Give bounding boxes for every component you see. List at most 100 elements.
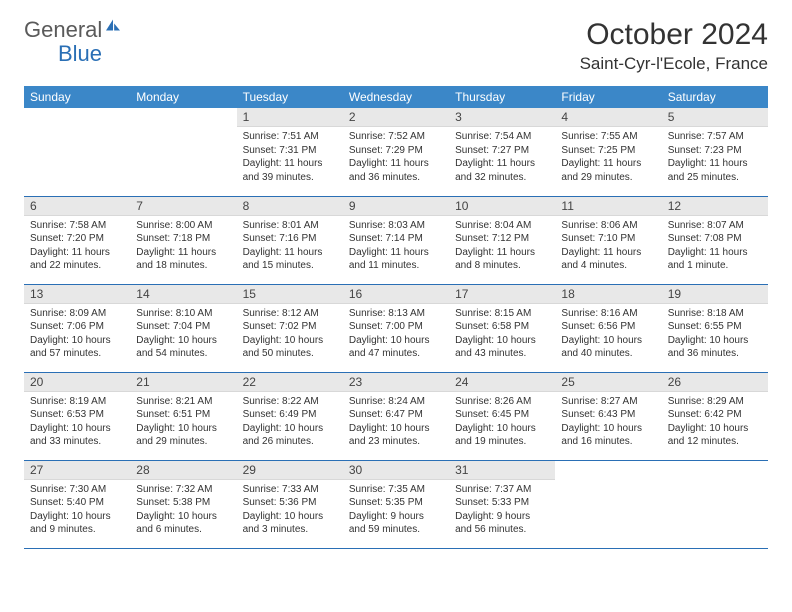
day-details: Sunrise: 7:52 AMSunset: 7:29 PMDaylight:… [343,127,449,187]
day-number: 26 [662,373,768,392]
day-details: Sunrise: 8:16 AMSunset: 6:56 PMDaylight:… [555,304,661,364]
calendar-cell: 31Sunrise: 7:37 AMSunset: 5:33 PMDayligh… [449,460,555,548]
day-number: 7 [130,197,236,216]
day-details: Sunrise: 7:33 AMSunset: 5:36 PMDaylight:… [237,480,343,540]
day-details: Sunrise: 8:18 AMSunset: 6:55 PMDaylight:… [662,304,768,364]
day-number: 9 [343,197,449,216]
calendar-cell: 4Sunrise: 7:55 AMSunset: 7:25 PMDaylight… [555,108,661,196]
calendar-row: 20Sunrise: 8:19 AMSunset: 6:53 PMDayligh… [24,372,768,460]
day-details: Sunrise: 8:24 AMSunset: 6:47 PMDaylight:… [343,392,449,452]
day-number: 24 [449,373,555,392]
calendar-table: SundayMondayTuesdayWednesdayThursdayFrid… [24,86,768,549]
day-number: 15 [237,285,343,304]
day-header: Wednesday [343,86,449,108]
day-number: 10 [449,197,555,216]
day-details: Sunrise: 7:37 AMSunset: 5:33 PMDaylight:… [449,480,555,540]
day-number: 11 [555,197,661,216]
day-header: Saturday [662,86,768,108]
day-details: Sunrise: 7:30 AMSunset: 5:40 PMDaylight:… [24,480,130,540]
day-details: Sunrise: 8:21 AMSunset: 6:51 PMDaylight:… [130,392,236,452]
day-details: Sunrise: 7:55 AMSunset: 7:25 PMDaylight:… [555,127,661,187]
calendar-cell: 5Sunrise: 7:57 AMSunset: 7:23 PMDaylight… [662,108,768,196]
day-details: Sunrise: 8:12 AMSunset: 7:02 PMDaylight:… [237,304,343,364]
day-number: 14 [130,285,236,304]
day-number: 27 [24,461,130,480]
calendar-row: 1Sunrise: 7:51 AMSunset: 7:31 PMDaylight… [24,108,768,196]
day-details: Sunrise: 7:32 AMSunset: 5:38 PMDaylight:… [130,480,236,540]
calendar-cell: 21Sunrise: 8:21 AMSunset: 6:51 PMDayligh… [130,372,236,460]
calendar-cell: 6Sunrise: 7:58 AMSunset: 7:20 PMDaylight… [24,196,130,284]
day-details: Sunrise: 8:04 AMSunset: 7:12 PMDaylight:… [449,216,555,276]
calendar-cell: 7Sunrise: 8:00 AMSunset: 7:18 PMDaylight… [130,196,236,284]
calendar-cell: 20Sunrise: 8:19 AMSunset: 6:53 PMDayligh… [24,372,130,460]
calendar-cell: 16Sunrise: 8:13 AMSunset: 7:00 PMDayligh… [343,284,449,372]
day-number: 31 [449,461,555,480]
day-number: 17 [449,285,555,304]
calendar-cell: 9Sunrise: 8:03 AMSunset: 7:14 PMDaylight… [343,196,449,284]
day-details: Sunrise: 8:10 AMSunset: 7:04 PMDaylight:… [130,304,236,364]
day-details: Sunrise: 7:54 AMSunset: 7:27 PMDaylight:… [449,127,555,187]
day-number: 1 [237,108,343,127]
header: GeneralBlue October 2024 Saint-Cyr-l'Eco… [24,18,768,74]
day-details: Sunrise: 8:29 AMSunset: 6:42 PMDaylight:… [662,392,768,452]
calendar-cell [662,460,768,548]
day-number: 12 [662,197,768,216]
day-details: Sunrise: 7:35 AMSunset: 5:35 PMDaylight:… [343,480,449,540]
calendar-cell: 22Sunrise: 8:22 AMSunset: 6:49 PMDayligh… [237,372,343,460]
day-number: 18 [555,285,661,304]
day-details: Sunrise: 8:19 AMSunset: 6:53 PMDaylight:… [24,392,130,452]
day-details: Sunrise: 8:01 AMSunset: 7:16 PMDaylight:… [237,216,343,276]
calendar-cell: 12Sunrise: 8:07 AMSunset: 7:08 PMDayligh… [662,196,768,284]
day-details: Sunrise: 7:57 AMSunset: 7:23 PMDaylight:… [662,127,768,187]
calendar-cell: 28Sunrise: 7:32 AMSunset: 5:38 PMDayligh… [130,460,236,548]
day-number: 16 [343,285,449,304]
day-number: 2 [343,108,449,127]
calendar-cell: 3Sunrise: 7:54 AMSunset: 7:27 PMDaylight… [449,108,555,196]
calendar-cell: 14Sunrise: 8:10 AMSunset: 7:04 PMDayligh… [130,284,236,372]
calendar-body: 1Sunrise: 7:51 AMSunset: 7:31 PMDaylight… [24,108,768,548]
day-header: Tuesday [237,86,343,108]
calendar-row: 27Sunrise: 7:30 AMSunset: 5:40 PMDayligh… [24,460,768,548]
day-header: Sunday [24,86,130,108]
day-number: 8 [237,197,343,216]
day-details: Sunrise: 8:00 AMSunset: 7:18 PMDaylight:… [130,216,236,276]
calendar-cell: 18Sunrise: 8:16 AMSunset: 6:56 PMDayligh… [555,284,661,372]
day-number: 20 [24,373,130,392]
calendar-cell [24,108,130,196]
day-details: Sunrise: 8:15 AMSunset: 6:58 PMDaylight:… [449,304,555,364]
day-details: Sunrise: 8:03 AMSunset: 7:14 PMDaylight:… [343,216,449,276]
calendar-cell: 8Sunrise: 8:01 AMSunset: 7:16 PMDaylight… [237,196,343,284]
logo: GeneralBlue [24,18,123,66]
page-subtitle: Saint-Cyr-l'Ecole, France [580,54,768,74]
day-header: Friday [555,86,661,108]
calendar-cell [555,460,661,548]
day-details: Sunrise: 8:06 AMSunset: 7:10 PMDaylight:… [555,216,661,276]
calendar-cell: 1Sunrise: 7:51 AMSunset: 7:31 PMDaylight… [237,108,343,196]
day-header: Thursday [449,86,555,108]
calendar-cell: 26Sunrise: 8:29 AMSunset: 6:42 PMDayligh… [662,372,768,460]
calendar-cell: 13Sunrise: 8:09 AMSunset: 7:06 PMDayligh… [24,284,130,372]
day-number: 22 [237,373,343,392]
day-number: 4 [555,108,661,127]
calendar-cell: 11Sunrise: 8:06 AMSunset: 7:10 PMDayligh… [555,196,661,284]
day-number: 30 [343,461,449,480]
calendar-cell: 30Sunrise: 7:35 AMSunset: 5:35 PMDayligh… [343,460,449,548]
calendar-cell: 23Sunrise: 8:24 AMSunset: 6:47 PMDayligh… [343,372,449,460]
day-number: 25 [555,373,661,392]
day-details: Sunrise: 8:07 AMSunset: 7:08 PMDaylight:… [662,216,768,276]
day-number: 6 [24,197,130,216]
day-number: 5 [662,108,768,127]
calendar-cell: 24Sunrise: 8:26 AMSunset: 6:45 PMDayligh… [449,372,555,460]
calendar-cell: 25Sunrise: 8:27 AMSunset: 6:43 PMDayligh… [555,372,661,460]
calendar-header-row: SundayMondayTuesdayWednesdayThursdayFrid… [24,86,768,108]
calendar-cell: 27Sunrise: 7:30 AMSunset: 5:40 PMDayligh… [24,460,130,548]
day-number: 3 [449,108,555,127]
day-details: Sunrise: 8:26 AMSunset: 6:45 PMDaylight:… [449,392,555,452]
day-details: Sunrise: 8:13 AMSunset: 7:00 PMDaylight:… [343,304,449,364]
calendar-cell [130,108,236,196]
day-header: Monday [130,86,236,108]
day-number: 21 [130,373,236,392]
day-number: 28 [130,461,236,480]
calendar-cell: 2Sunrise: 7:52 AMSunset: 7:29 PMDaylight… [343,108,449,196]
calendar-cell: 15Sunrise: 8:12 AMSunset: 7:02 PMDayligh… [237,284,343,372]
